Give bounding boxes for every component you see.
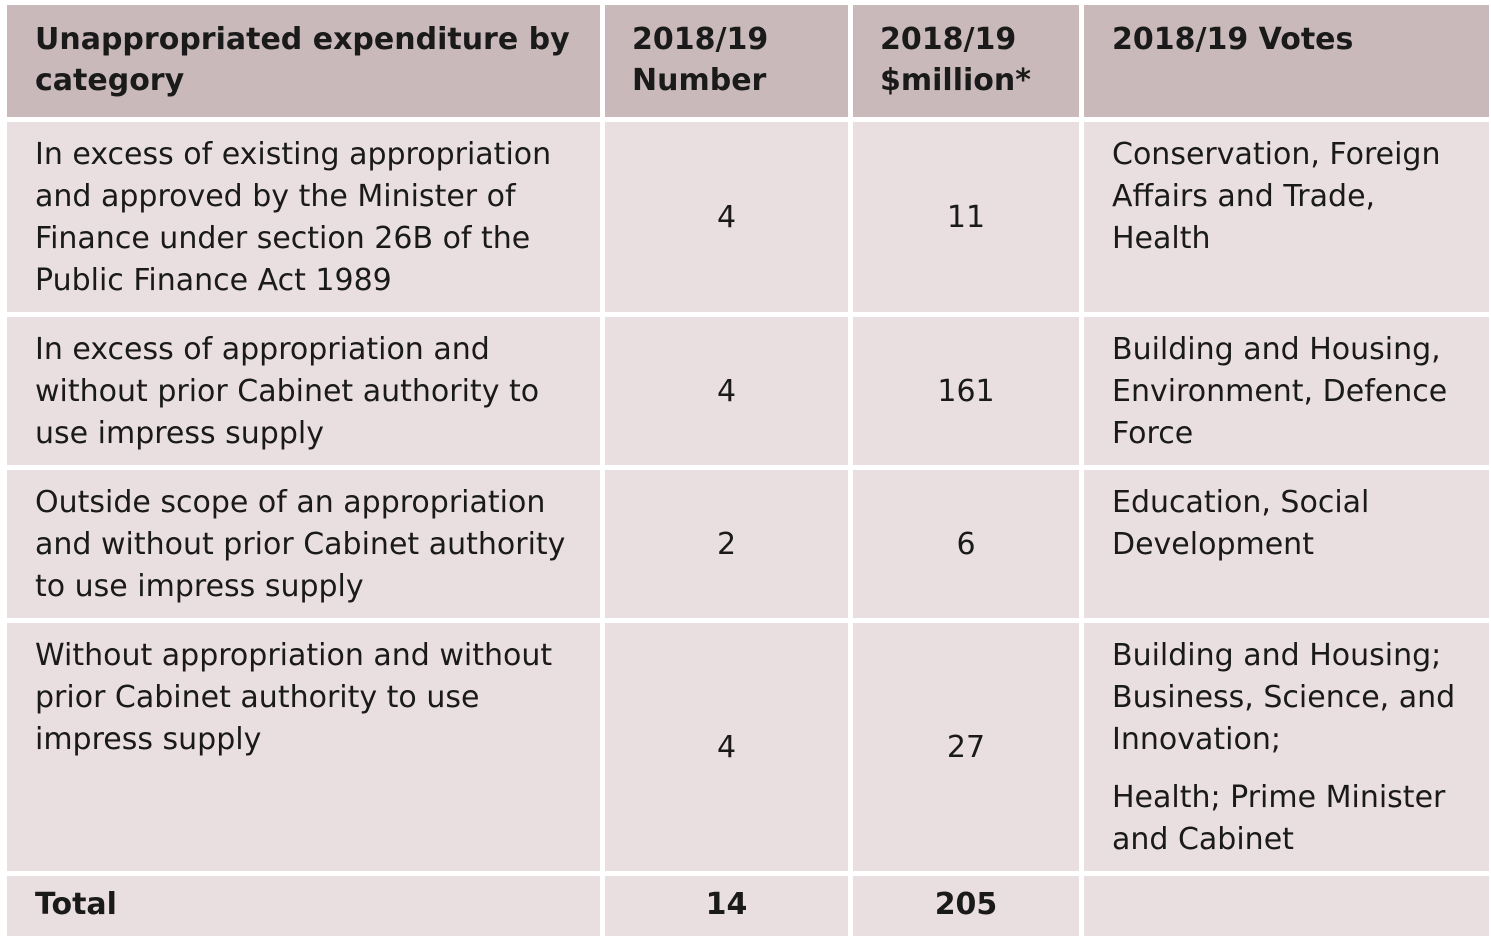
- row-votes: Building and Housing, Environment, Defen…: [1084, 317, 1489, 465]
- header-million: 2018/19 $million*: [853, 5, 1079, 117]
- total-million: 205: [853, 876, 1079, 936]
- row-category: Without appropriation and without prior …: [7, 623, 600, 871]
- total-number: 14: [605, 876, 848, 936]
- table-row: In excess of existing appropriation and …: [7, 122, 1489, 312]
- vote-text: Education, Social Development: [1112, 485, 1370, 562]
- vote-text: Conservation, Foreign Affairs and Trade,…: [1112, 137, 1441, 256]
- total-votes: [1084, 876, 1489, 936]
- row-million: 6: [853, 470, 1079, 618]
- expenditure-table-wrapper: Unappropriated expenditure by category 2…: [7, 5, 1489, 936]
- table-row: Outside scope of an appropriation and wi…: [7, 470, 1489, 618]
- row-votes: Education, Social Development: [1084, 470, 1489, 618]
- table-row: Without appropriation and without prior …: [7, 623, 1489, 871]
- vote-text: Health; Prime Minister and Cabinet: [1112, 780, 1446, 857]
- row-million: 161: [853, 317, 1079, 465]
- table-header-row: Unappropriated expenditure by category 2…: [7, 5, 1489, 117]
- row-category: In excess of existing appropriation and …: [7, 122, 600, 312]
- row-number: 2: [605, 470, 848, 618]
- header-number: 2018/19 Number: [605, 5, 848, 117]
- total-row: Total 14 205: [7, 876, 1489, 936]
- row-votes: Building and Housing; Business, Science,…: [1084, 623, 1489, 871]
- row-number: 4: [605, 623, 848, 871]
- vote-text: Building and Housing, Environment, Defen…: [1112, 332, 1448, 451]
- row-votes: Conservation, Foreign Affairs and Trade,…: [1084, 122, 1489, 312]
- row-million: 27: [853, 623, 1079, 871]
- total-label: Total: [7, 876, 600, 936]
- row-number: 4: [605, 122, 848, 312]
- row-number: 4: [605, 317, 848, 465]
- row-million: 11: [853, 122, 1079, 312]
- header-category: Unappropriated expenditure by category: [7, 5, 600, 117]
- row-category: In excess of appropriation and without p…: [7, 317, 600, 465]
- table-row: In excess of appropriation and without p…: [7, 317, 1489, 465]
- header-votes: 2018/19 Votes: [1084, 5, 1489, 117]
- vote-text: Building and Housing; Business, Science,…: [1112, 638, 1456, 757]
- row-category: Outside scope of an appropriation and wi…: [7, 470, 600, 618]
